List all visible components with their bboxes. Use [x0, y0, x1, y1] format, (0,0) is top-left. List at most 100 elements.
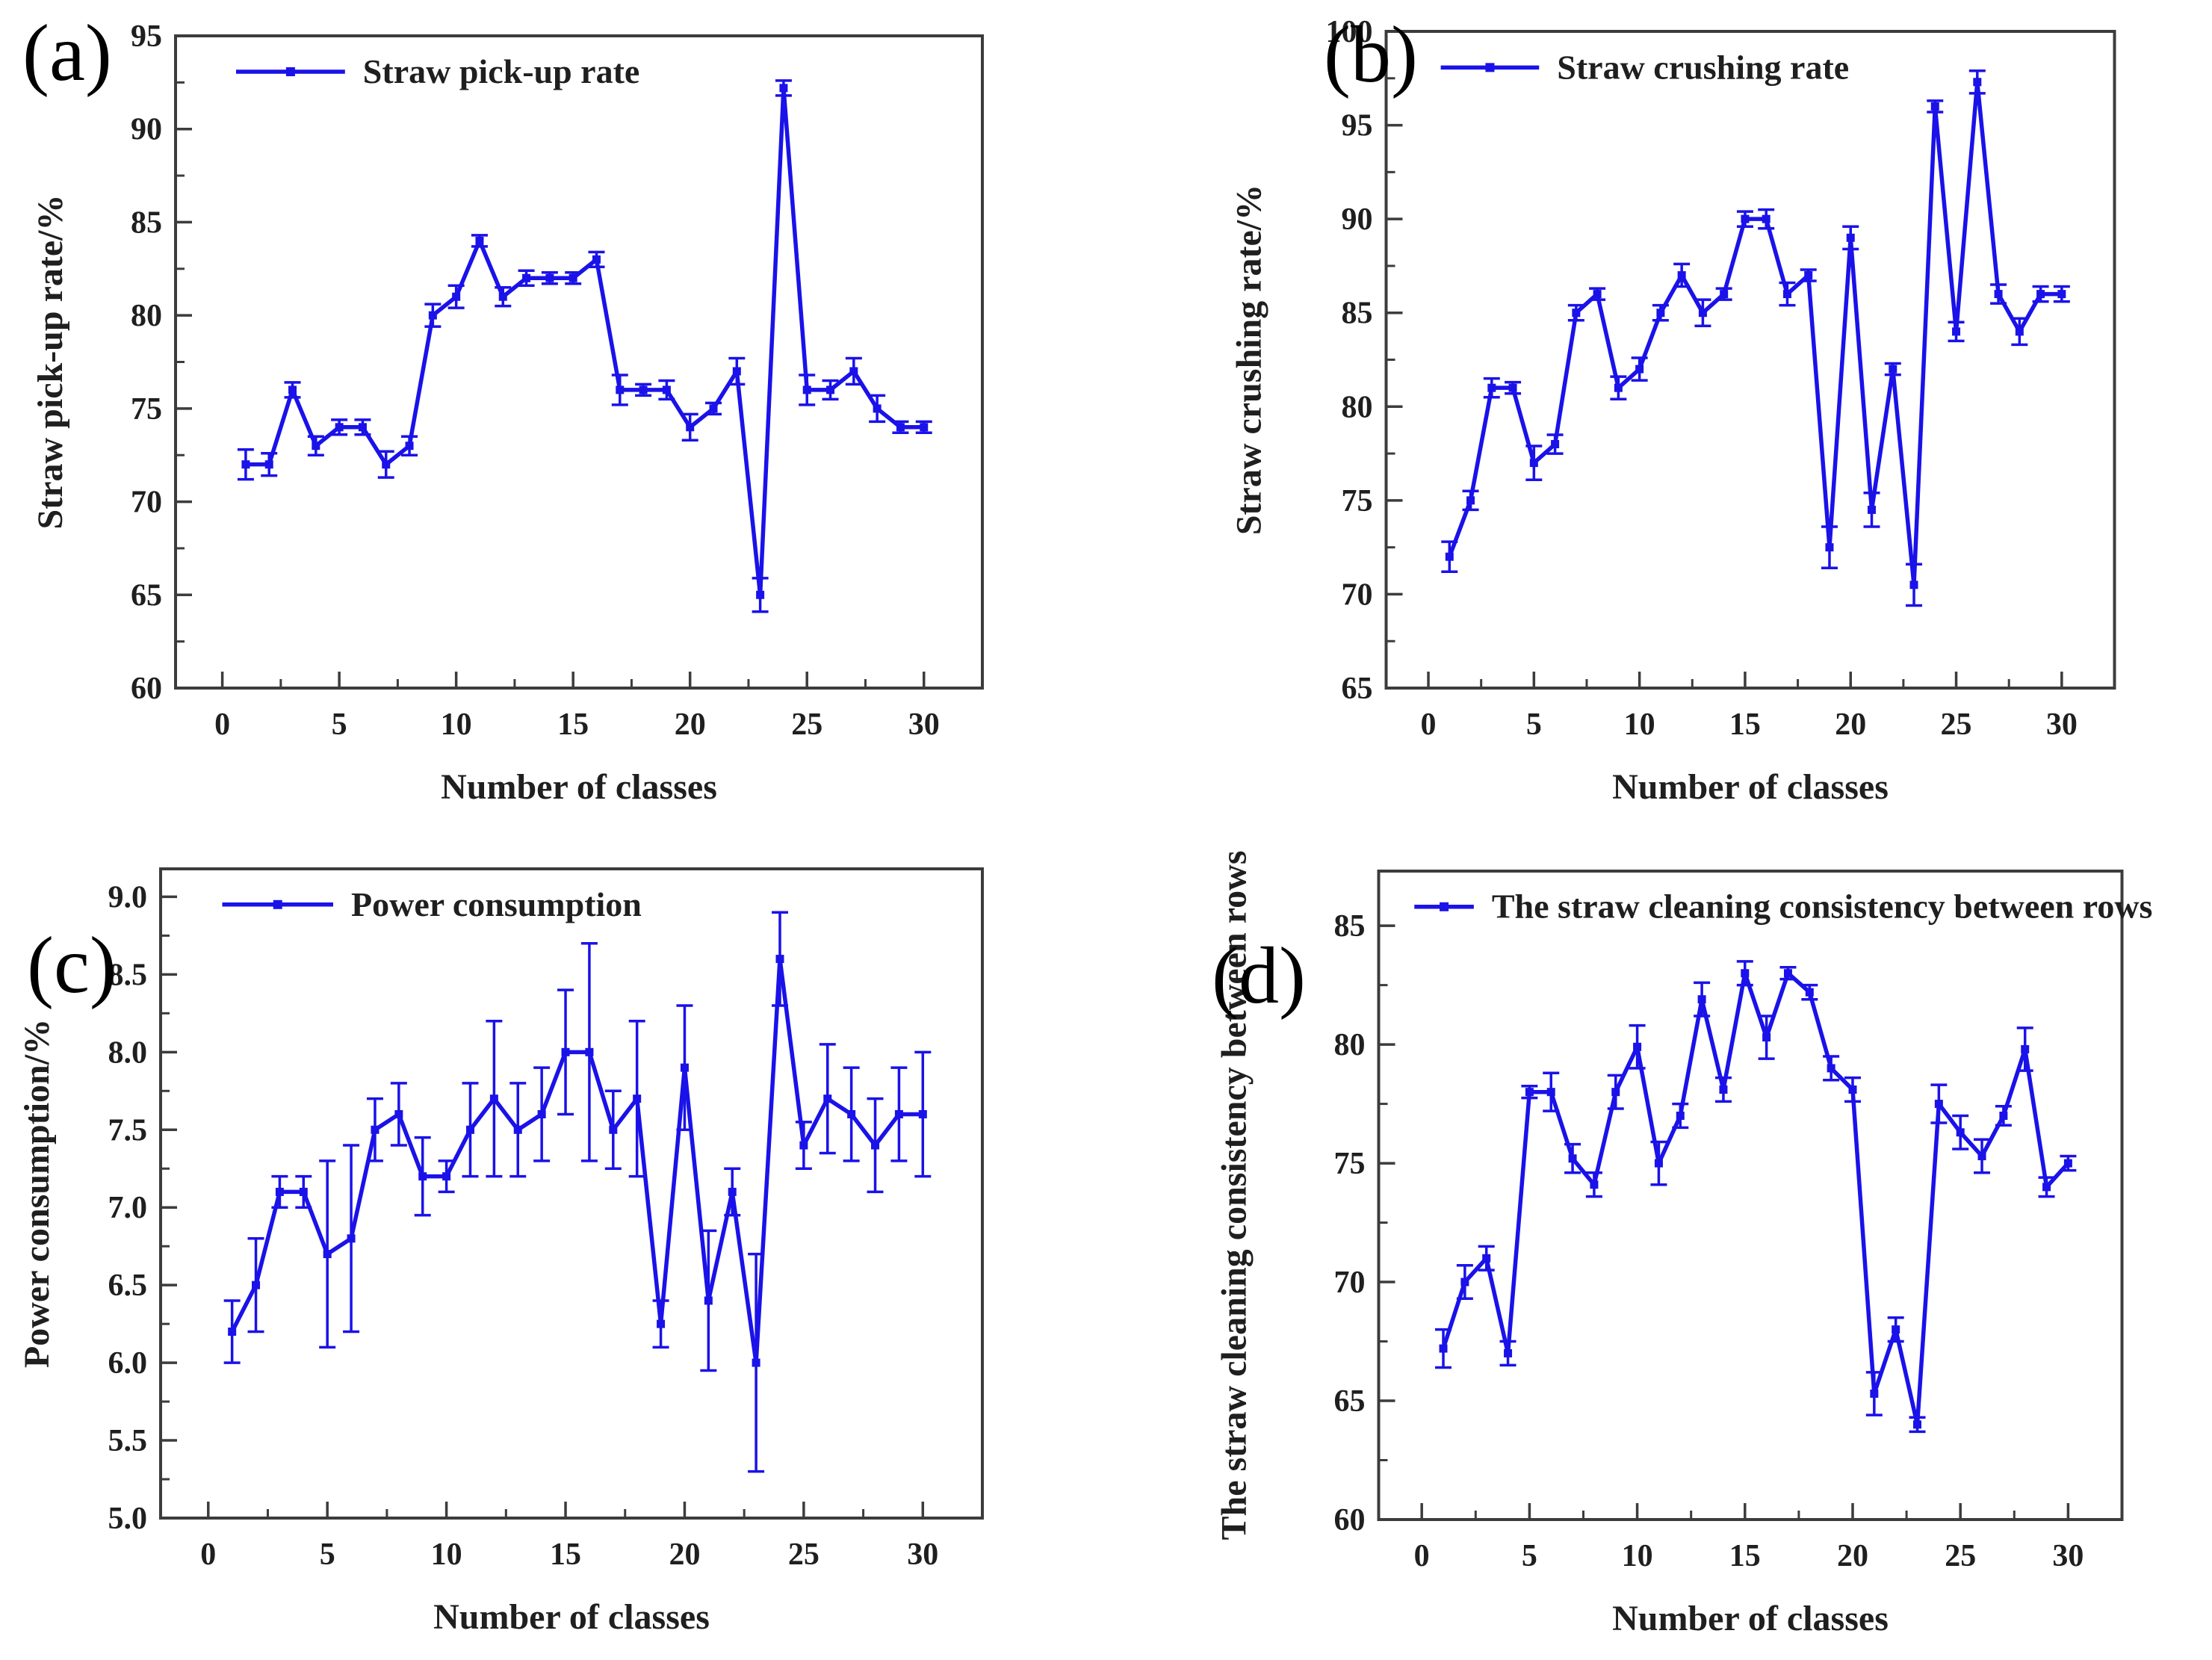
- data-point: [561, 1047, 570, 1056]
- series-line: [230, 956, 923, 1365]
- data-point: [704, 1296, 713, 1305]
- data-point: [1977, 1152, 1986, 1161]
- data-point: [323, 1250, 332, 1259]
- x-axis: 0 5 10 15 20 25 30: [1414, 1503, 2084, 1573]
- x-tick-label: 5: [320, 1537, 335, 1572]
- data-point: [1868, 505, 1876, 514]
- data-point: [826, 385, 835, 394]
- data-point: [1572, 309, 1581, 318]
- chart-straw-cleaning-consistency: 60 65 70 75 80 85 0 5 10 15 20 25 30 Number of classe…: [1215, 850, 2153, 1638]
- data-point: [616, 385, 625, 394]
- series-line: [245, 86, 924, 598]
- data-point: [585, 1047, 594, 1056]
- x-tick-label: 30: [908, 707, 940, 742]
- y-tick-label: 8.5: [108, 958, 148, 992]
- data-point: [1930, 102, 1939, 111]
- y-tick-label: 5.0: [108, 1502, 148, 1536]
- data-point: [418, 1172, 427, 1181]
- x-tick-label: 30: [2052, 1539, 2084, 1573]
- data-point: [752, 1358, 760, 1367]
- legend: Power consumption: [222, 885, 642, 923]
- x-axis-title: Number of classes: [433, 1597, 710, 1637]
- y-tick-label: 80: [131, 299, 162, 333]
- legend-marker: [1485, 63, 1495, 72]
- data-point: [1846, 233, 1855, 242]
- y-tick-label: 90: [131, 113, 162, 147]
- data-point: [633, 1094, 642, 1103]
- data-point: [489, 1094, 498, 1103]
- data-point: [228, 1328, 237, 1337]
- x-tick-label: 10: [1622, 1539, 1653, 1573]
- data-point: [537, 1109, 546, 1118]
- data-point: [1804, 270, 1813, 279]
- y-tick-label: 75: [1334, 1147, 1366, 1181]
- x-tick-label: 10: [441, 707, 472, 742]
- data-point: [465, 1125, 474, 1134]
- panel-c-letter: (c): [27, 921, 117, 1010]
- data-points: [241, 84, 929, 599]
- data-point: [241, 460, 250, 469]
- data-point: [2042, 1183, 2051, 1192]
- y-tick-label: 95: [1342, 109, 1373, 143]
- x-tick-label: 15: [1729, 1539, 1761, 1573]
- data-point: [680, 1063, 689, 1072]
- data-point: [1782, 290, 1791, 299]
- data-point: [522, 273, 531, 282]
- y-tick-label: 65: [1334, 1384, 1366, 1419]
- data-point: [358, 423, 367, 432]
- data-point: [1762, 1033, 1771, 1042]
- data-point: [1973, 78, 1982, 87]
- y-tick-label: 70: [1342, 577, 1373, 612]
- legend: The straw cleaning consistency between r…: [1414, 888, 2152, 926]
- data-point: [1698, 309, 1707, 318]
- data-point: [252, 1280, 261, 1289]
- y-tick-label: 90: [1342, 202, 1373, 237]
- series-line: [1441, 970, 2070, 1427]
- data-point: [1590, 1180, 1599, 1189]
- data-point: [545, 273, 554, 282]
- legend-marker: [285, 67, 295, 77]
- y-axis-title: Straw pick-up rate/%: [31, 195, 70, 530]
- x-tick-label: 30: [907, 1537, 938, 1572]
- x-tick-label: 5: [1526, 707, 1542, 742]
- data-point: [1487, 383, 1496, 392]
- data-point: [1827, 1064, 1835, 1073]
- legend-marker: [273, 899, 282, 909]
- y-tick-label: 65: [1342, 672, 1373, 706]
- plot-frame: [1377, 870, 2124, 1521]
- data-point: [1525, 1088, 1534, 1097]
- data-point: [1614, 383, 1623, 392]
- x-tick-label: 0: [1414, 1539, 1430, 1573]
- data-point: [405, 442, 414, 450]
- data-point: [1633, 1042, 1642, 1051]
- data-point: [452, 292, 461, 301]
- data-point: [2015, 327, 2024, 336]
- x-axis-title: Number of classes: [1612, 1599, 1889, 1638]
- data-point: [1741, 969, 1750, 978]
- data-points: [1439, 969, 2072, 1429]
- y-tick-label: 7.0: [108, 1191, 148, 1225]
- y-tick-label: 6.5: [108, 1269, 148, 1303]
- data-point: [382, 460, 391, 469]
- y-tick-label: 60: [1334, 1503, 1366, 1537]
- legend: Straw pick-up rate: [236, 52, 639, 90]
- y-tick-label: 80: [1334, 1028, 1366, 1062]
- data-point: [1504, 1348, 1513, 1357]
- y-axis: 5.0 5.5 6.0 6.5 7.0 7.5 8.0 8.5 9.0: [108, 880, 177, 1536]
- data-point: [873, 404, 882, 413]
- panel-d: 60 65 70 75 80 85 0 5 10 15 20 25 30 Number of classe…: [1106, 830, 2212, 1660]
- x-tick-label: 0: [1421, 707, 1437, 742]
- data-point: [662, 385, 671, 394]
- data-point: [592, 255, 601, 264]
- data-point: [1611, 1088, 1620, 1097]
- plot-frame: [174, 34, 984, 690]
- y-tick-label: 6.0: [108, 1346, 148, 1381]
- data-point: [1676, 1111, 1685, 1120]
- x-tick-label: 30: [2046, 707, 2078, 742]
- data-point: [918, 1109, 927, 1118]
- error-bars: [1441, 69, 2070, 607]
- data-point: [1870, 1389, 1879, 1398]
- panel-d-letter: (d): [1212, 932, 1306, 1021]
- y-tick-label: 8.0: [108, 1035, 148, 1070]
- y-tick-label: 60: [131, 672, 162, 706]
